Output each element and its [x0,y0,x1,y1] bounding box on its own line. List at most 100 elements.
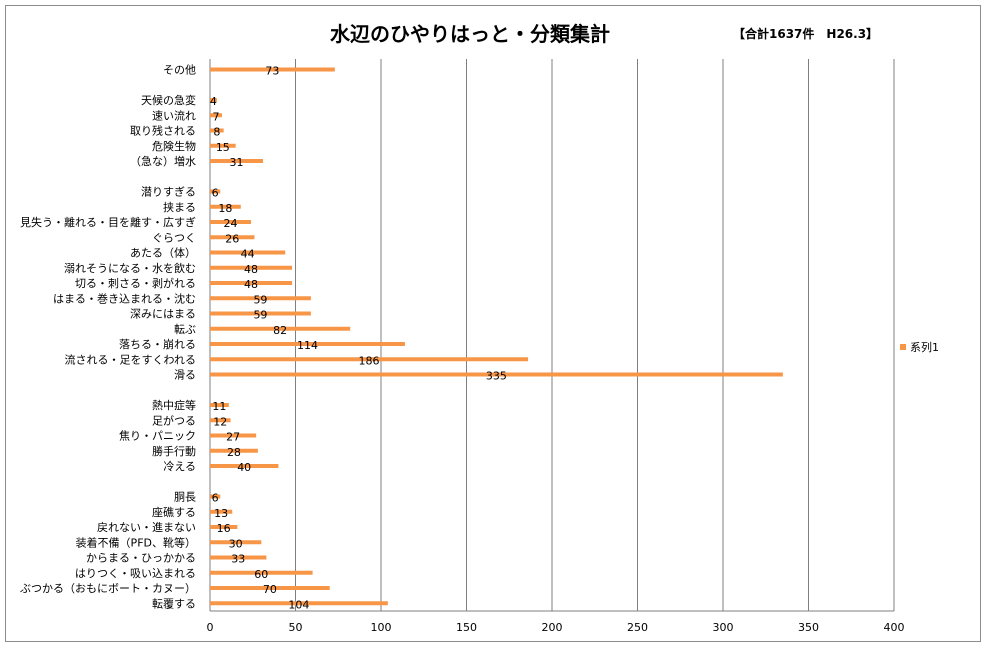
category-label: 流される・足をすくわれる [65,352,196,366]
x-tick-label: 0 [207,621,214,634]
data-label: 82 [273,324,287,337]
category-label: 転覆する [152,597,196,610]
category-label: 転ぶ [174,323,196,336]
data-label: 104 [288,598,309,611]
category-label: 落ちる・崩れる [119,337,196,351]
bar [210,418,231,423]
category-label: はりつく・吸い込まれる [75,567,196,580]
data-label: 16 [217,522,231,535]
category-label: 冷える [163,460,196,473]
data-label: 33 [231,553,245,566]
data-label: 24 [224,217,238,230]
bar [210,342,405,346]
bar [210,281,293,285]
bar [210,570,313,575]
x-tick-label: 250 [627,621,648,634]
category-label: 勝手行動 [152,444,196,458]
category-label: ぶつかる（おもにボート・カヌー） [20,582,196,595]
data-label: 59 [253,309,267,322]
bar [210,601,388,606]
data-label: 48 [244,263,258,276]
category-label: 滑る [174,369,196,382]
bar [210,403,229,407]
data-label: 60 [254,568,268,581]
bar [210,494,221,499]
legend-label: 系列1 [910,341,939,354]
x-tick-label: 350 [798,621,819,634]
data-label: 48 [244,278,258,291]
data-label: 114 [297,339,318,352]
bar [210,67,335,72]
x-tick-label: 50 [289,621,303,634]
data-label: 4 [210,95,217,108]
bar [210,220,252,224]
chart-title: 水辺のひやりはっと・分類集計 [330,22,610,46]
bar [210,98,217,102]
legend: 系列1 [900,339,939,355]
category-label: 挟まる [163,200,196,214]
bar [210,464,279,468]
bar [210,113,222,118]
bar [210,555,267,560]
bar [210,204,241,209]
x-tick-label: 100 [371,621,392,634]
bar [210,540,262,545]
bar [210,433,257,438]
data-label: 73 [265,65,279,78]
data-label: 7 [212,110,219,123]
data-label: 31 [230,156,244,169]
category-label: からまる・ひっかかる [86,552,196,565]
data-label: 18 [218,202,232,215]
category-label: 戻れない・進まない [97,521,196,534]
bar [210,586,330,590]
category-label: 危険生物 [152,139,196,153]
bar [210,448,258,453]
bar [210,525,238,529]
legend-swatch [900,344,906,350]
bar [210,265,293,270]
data-label: 27 [226,431,240,444]
category-label: 取り残される [130,124,196,138]
chart-frame [5,5,981,642]
category-label: その他 [163,64,196,77]
category-label: 切る・刺さる・剥がれる [75,276,196,290]
data-label: 70 [263,583,277,596]
category-label: ぐらつく [152,231,196,244]
category-label: 潜りすぎる [141,185,196,199]
x-tick-label: 200 [542,621,563,634]
category-label: （急な）増水 [130,154,196,168]
data-label: 40 [237,461,251,474]
chart-subtitle: 【合計1637件 H26.3】 [733,27,879,41]
bar [210,357,529,362]
category-label: 深みにはまる [130,308,196,321]
data-label: 6 [212,492,219,505]
category-label: 見失う・離れる・目を離す・広すぎ [20,215,196,229]
x-tick-label: 150 [456,621,477,634]
data-label: 8 [213,126,220,139]
data-label: 11 [212,400,226,413]
category-label: はまる・巻き込まれる・沈む [53,291,196,305]
bar [210,509,233,514]
category-label: 焦り・パニック [119,430,196,443]
data-label: 12 [213,415,227,428]
category-label: 装着不備（PFD、靴等） [76,535,196,549]
category-label: 足がつる [152,413,196,427]
category-label: 溺れそうになる・水を飲む [64,261,196,275]
bar [210,128,224,133]
bar [210,159,264,163]
data-label: 59 [253,293,267,306]
category-label: あたる（体） [130,246,196,260]
data-label: 6 [212,187,219,200]
category-label: 胴長 [174,491,196,504]
bar [210,189,221,194]
data-label: 186 [359,354,380,367]
bar [210,296,311,301]
x-tick-label: 400 [884,621,905,634]
category-label: 速い流れ [152,108,196,122]
category-label: 座礁する [152,505,196,519]
bar [210,326,351,331]
x-tick-label: 300 [713,621,734,634]
bar [210,143,236,148]
bar [210,250,286,255]
